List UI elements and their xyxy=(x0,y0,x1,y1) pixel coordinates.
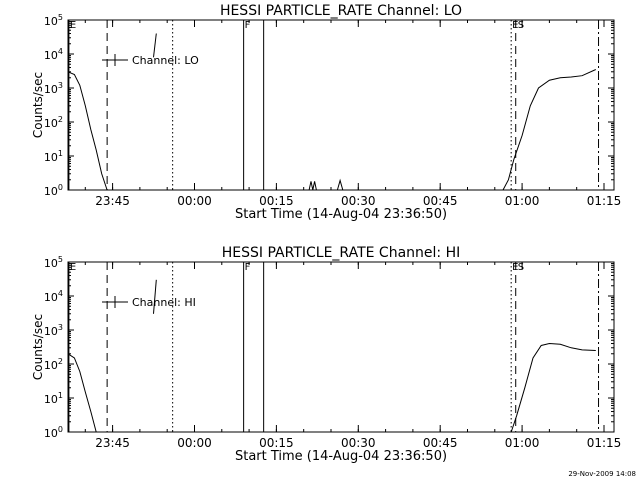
series-line xyxy=(67,71,108,191)
x-tick-label: 01:15 xyxy=(587,194,622,208)
plot-frame xyxy=(67,19,615,191)
x-axis-label: Start Time (14-Aug-04 23:36:50) xyxy=(235,207,447,222)
footer-timestamp: 29-Nov-2009 14:08 xyxy=(568,470,636,478)
marker-label: S xyxy=(518,20,524,31)
y-tick-label: 105 xyxy=(44,255,63,270)
marker-label: F xyxy=(245,20,251,31)
y-tick-label: 103 xyxy=(44,81,63,96)
y-tick-label: 104 xyxy=(44,47,63,62)
x-tick-label: 00:00 xyxy=(177,436,212,450)
x-tick-label: 00:30 xyxy=(341,436,376,450)
x-tick-label: 23:45 xyxy=(95,194,130,208)
x-axis-label: Start Time (14-Aug-04 23:36:50) xyxy=(235,449,447,464)
chart-title: HESSI PARTICLE_RATE Channel: HI xyxy=(222,245,460,261)
series-line xyxy=(153,279,157,314)
series-line xyxy=(336,178,344,191)
y-axis-label: Counts/sec xyxy=(31,314,45,380)
x-tick-label: 01:00 xyxy=(505,194,540,208)
series-line xyxy=(308,181,317,191)
chart-title: HESSI PARTICLE_RATE Channel: LO xyxy=(220,3,462,19)
y-tick-label: 101 xyxy=(44,149,63,164)
x-tick-label: 00:30 xyxy=(341,194,376,208)
series-line xyxy=(153,33,157,58)
x-tick-label: 23:45 xyxy=(95,436,130,450)
marker-label: F xyxy=(245,262,251,273)
y-tick-label: 100 xyxy=(44,183,63,198)
series-line xyxy=(67,353,97,433)
y-tick-label: 104 xyxy=(44,289,63,304)
y-tick-label: 100 xyxy=(44,425,63,440)
x-tick-label: 00:45 xyxy=(423,194,458,208)
plot-frame xyxy=(67,261,615,433)
y-tick-label: 102 xyxy=(44,357,63,372)
y-tick-label: 103 xyxy=(44,323,63,338)
series-line xyxy=(502,69,597,191)
x-tick-label: 01:00 xyxy=(505,436,540,450)
chart-panel-1: HESSI PARTICLE_RATE Channel: LO 100 101 102… xyxy=(31,3,621,222)
chart-panel-2: HESSI PARTICLE_RATE Channel: HI 100 101 102… xyxy=(31,245,621,464)
y-tick-label: 105 xyxy=(44,13,63,28)
marker-label: E xyxy=(70,262,76,273)
y-axis-label: Counts/sec xyxy=(31,72,45,138)
x-tick-label: 00:15 xyxy=(259,194,294,208)
series-line xyxy=(510,342,596,433)
x-tick-label: 00:45 xyxy=(423,436,458,450)
x-tick-label: 00:00 xyxy=(177,194,212,208)
legend-label: Channel: LO xyxy=(132,54,199,67)
y-tick-label: 101 xyxy=(44,391,63,406)
x-tick-label: 01:15 xyxy=(587,436,622,450)
x-tick-label: 00:15 xyxy=(259,436,294,450)
y-tick-label: 102 xyxy=(44,115,63,130)
marker-label: S xyxy=(518,262,524,273)
marker-label: E xyxy=(70,20,76,31)
legend-label: Channel: HI xyxy=(132,296,196,309)
